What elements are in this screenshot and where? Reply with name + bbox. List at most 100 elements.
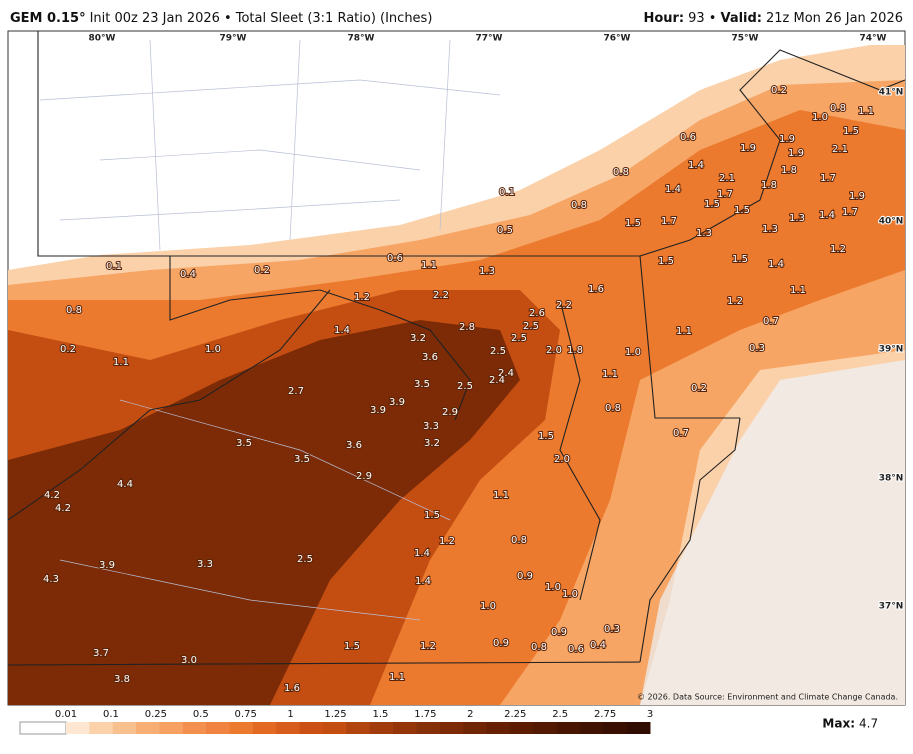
- point-label: 0.7: [673, 428, 689, 439]
- point-label: 1.7: [661, 216, 677, 227]
- point-label: 0.8: [571, 200, 587, 211]
- model: GEM 0.15°: [10, 11, 86, 26]
- point-label: 1.5: [625, 218, 641, 229]
- point-label: 2.5: [511, 333, 527, 344]
- point-label: 0.2: [691, 383, 707, 394]
- coastline: [559, 299, 741, 663]
- credit: © 2026. Data Source: Environment and Cli…: [637, 693, 898, 702]
- legend-tick-label: 0.5: [193, 709, 209, 720]
- point-label: 2.1: [832, 144, 848, 155]
- legend-swatch: [509, 722, 534, 734]
- legend-tick-label: 1.75: [414, 709, 436, 720]
- legend-tick-label: 1.5: [373, 709, 389, 720]
- legend-swatch: [486, 722, 511, 734]
- legend-swatch: [626, 722, 651, 734]
- lon-label: 77°W: [476, 34, 503, 44]
- point-label: 3.3: [197, 559, 213, 570]
- point-label: 0.8: [531, 642, 547, 653]
- legend-swatch: [439, 722, 464, 734]
- point-label: 1.2: [354, 292, 370, 303]
- header-left: GEM 0.15° Init 00z 23 Jan 2026 • Total Sle…: [10, 11, 432, 26]
- point-label: 1.9: [788, 148, 804, 159]
- point-label: 3.8: [114, 674, 130, 685]
- point-label: 0.4: [590, 640, 606, 651]
- legend-swatch: [252, 722, 277, 734]
- state-border: [7, 49, 906, 666]
- point-label: 1.3: [479, 266, 495, 277]
- hour: 93 •: [688, 11, 716, 26]
- legend-tick-label: 0.75: [235, 709, 257, 720]
- point-label: 3.7: [93, 648, 109, 659]
- point-label: 1.4: [688, 160, 704, 171]
- legend-tick-label: 2.75: [594, 709, 616, 720]
- point-label: 1.5: [344, 641, 360, 652]
- point-label: 1.7: [820, 173, 836, 184]
- legend-swatch: [346, 722, 371, 734]
- init: Init 00z 23 Jan 2026: [90, 11, 220, 26]
- point-label: 1.4: [334, 325, 350, 336]
- point-label: 0.9: [551, 627, 567, 638]
- legend-tick-label: 0.1: [103, 709, 119, 720]
- point-label: 4.4: [117, 479, 133, 490]
- point-label: 1.6: [284, 683, 300, 694]
- legend-tick-label: 0.25: [145, 709, 167, 720]
- point-label: 1.6: [588, 284, 604, 295]
- point-label: 1.1: [790, 285, 806, 296]
- point-label: 3.0: [181, 655, 197, 666]
- shade-5: [8, 320, 520, 705]
- valid-label: Valid:: [720, 11, 762, 26]
- point-label: 3.9: [389, 397, 405, 408]
- point-label: 2.1: [719, 173, 735, 184]
- shading: [8, 45, 905, 705]
- point-label: 2.0: [546, 345, 562, 356]
- hour-label: Hour:: [643, 11, 684, 26]
- point-label: 0.9: [517, 571, 533, 582]
- legend-swatch: [89, 722, 114, 734]
- point-label: 2.9: [442, 407, 458, 418]
- point-label: 0.6: [387, 253, 403, 264]
- point-label: 1.0: [812, 112, 828, 123]
- point-label: 1.5: [732, 254, 748, 265]
- point-label: 1.0: [480, 601, 496, 612]
- lat-label: 38°N: [879, 474, 904, 484]
- legend-swatch: [229, 722, 254, 734]
- point-label: 0.1: [499, 187, 515, 198]
- legend-swatch: [556, 722, 581, 734]
- max-label: Max:: [822, 717, 855, 731]
- point-label: 3.2: [410, 333, 426, 344]
- legend-swatch: [369, 722, 394, 734]
- point-label: 4.2: [55, 503, 71, 514]
- point-label: 1.5: [843, 126, 859, 137]
- point-label: 1.5: [424, 510, 440, 521]
- point-label: 1.4: [819, 210, 835, 221]
- point-label: 1.9: [849, 191, 865, 202]
- point-label: 1.9: [740, 143, 756, 154]
- point-label: 3.5: [414, 379, 430, 390]
- max-value: 4.7: [859, 717, 878, 731]
- point-label: 0.6: [680, 132, 696, 143]
- point-label: 0.9: [493, 638, 509, 649]
- lon-label: 78°W: [348, 34, 375, 44]
- product: • Total Sleet (3:1 Ratio) (Inches): [224, 11, 432, 26]
- legend-swatch: [182, 722, 207, 734]
- point-label: 1.1: [113, 357, 129, 368]
- point-label: 1.1: [676, 326, 692, 337]
- county-lines: [39, 39, 501, 621]
- point-label: 1.3: [789, 213, 805, 224]
- legend: 0.01 0.1 0.25 0.5 0.75 1 1.25 1.5 1.75 2 2.25 2.5 2.…: [19, 709, 653, 735]
- point-label: 0.6: [568, 644, 584, 655]
- point-label: 1.2: [420, 641, 436, 652]
- legend-swatch: [603, 722, 628, 734]
- point-label: 1.7: [842, 207, 858, 218]
- point-label: 3.6: [422, 352, 438, 363]
- point-label: 3.2: [424, 438, 440, 449]
- point-label: 1.4: [768, 259, 784, 270]
- point-label: 1.5: [538, 431, 554, 442]
- point-label: 1.4: [665, 184, 681, 195]
- point-label: 1.4: [415, 576, 431, 587]
- point-label: 0.2: [771, 85, 787, 96]
- header-right: Hour: 93 • Valid: 21z Mon 26 Jan 2026: [643, 11, 903, 26]
- point-label: 2.5: [490, 346, 506, 357]
- lat-label: 37°N: [879, 602, 904, 612]
